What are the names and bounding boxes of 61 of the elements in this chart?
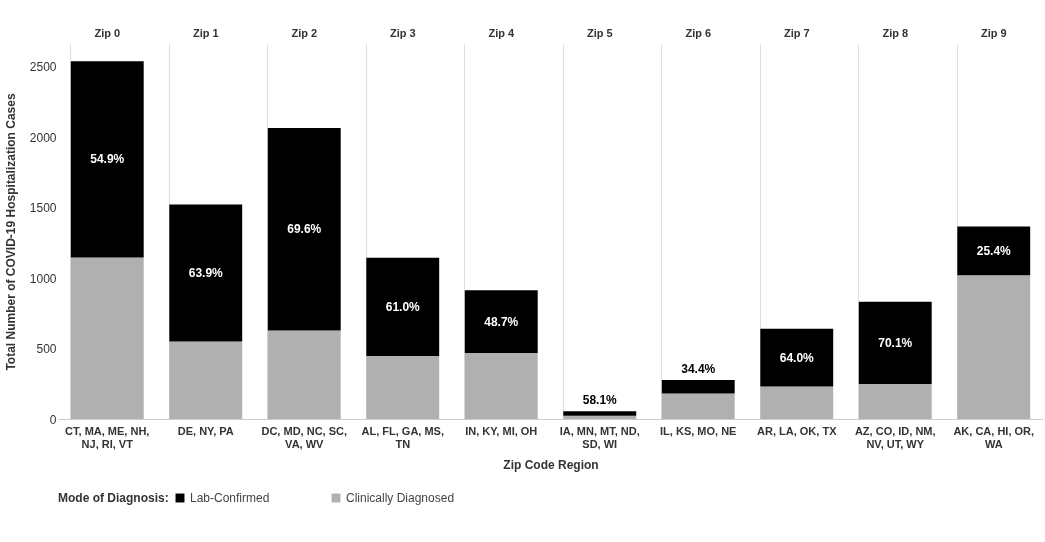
x-tick-label: AL, FL, GA, MS, TN [361, 424, 444, 450]
bar [858, 383, 932, 419]
legend-label: Clinically Diagnosed [346, 491, 455, 505]
annotation: 54.9% [90, 152, 125, 167]
annotation: 63.9% [188, 266, 224, 281]
legend-title: Mode of Diagnosis: [58, 491, 169, 505]
bar [169, 341, 243, 419]
text: Zip 8 [882, 27, 909, 39]
y-tick-label: 500 [36, 342, 57, 357]
bar [366, 356, 440, 419]
bar [957, 226, 1031, 276]
x-tick-label: IN, KY, MI, OH [465, 424, 538, 437]
text: Zip 6 [685, 27, 712, 39]
y-axis-title: Total Number of COVID-19 Hospitalization Cases [3, 93, 18, 371]
x-tick-label: AK, CA, HI, OR, WA [953, 424, 1035, 450]
bar [858, 301, 932, 384]
text: Zip 4 [488, 27, 515, 39]
bar [957, 275, 1031, 419]
bar [760, 328, 834, 387]
x-tick-label: AR, LA, OK, TX [757, 424, 838, 437]
bar [464, 290, 538, 353]
bar [464, 352, 538, 419]
annotation: 69.6% [287, 222, 322, 237]
bar [70, 257, 144, 419]
bar [760, 386, 834, 419]
text: Zip 9 [980, 27, 1007, 39]
annotation: 58.1% [582, 393, 618, 408]
bar [366, 257, 440, 357]
bar [169, 204, 243, 342]
bar [267, 330, 341, 419]
y-tick-label: 1000 [29, 271, 57, 286]
y-tick-label: 1500 [29, 201, 57, 216]
x-tick-label: IL, KS, MO, NE [660, 424, 737, 437]
annotation: 70.1% [878, 335, 913, 350]
x-tick-label: CT, MA, ME, NH, NJ, RI, VT [65, 424, 150, 450]
text: Zip 5 [586, 27, 613, 39]
bar [563, 415, 637, 419]
annotation: 48.7% [484, 314, 519, 329]
bar [661, 393, 735, 419]
x-tick-label: IA, MN, MT, ND, SD, WI [559, 424, 640, 450]
bar [661, 380, 735, 394]
text: Zip 2 [291, 27, 318, 39]
y-tick-label: 0 [49, 412, 57, 427]
annotation: 64.0% [779, 350, 815, 365]
text: Zip 7 [783, 27, 810, 39]
x-tick-label: DE, NY, PA [177, 424, 234, 437]
bar [70, 61, 144, 258]
annotation: 25.4% [976, 243, 1012, 258]
y-tick-label: 2500 [29, 60, 57, 75]
text: Zip 0 [94, 27, 121, 39]
annotation: 34.4% [681, 362, 716, 377]
bar [267, 128, 341, 331]
legend-label: Lab-Confirmed [190, 491, 270, 505]
y-tick-label: 2000 [29, 130, 57, 145]
text: Zip 1 [192, 27, 219, 39]
text: Zip 3 [389, 27, 416, 39]
x-axis-title: Zip Code Region [503, 457, 599, 472]
annotation: 61.0% [385, 299, 421, 314]
bar [563, 411, 637, 416]
x-tick-label: DC, MD, NC, SC, VA, WV [261, 424, 348, 450]
x-tick-label: AZ, CO, ID, NM, NV, UT, WY [854, 424, 936, 450]
